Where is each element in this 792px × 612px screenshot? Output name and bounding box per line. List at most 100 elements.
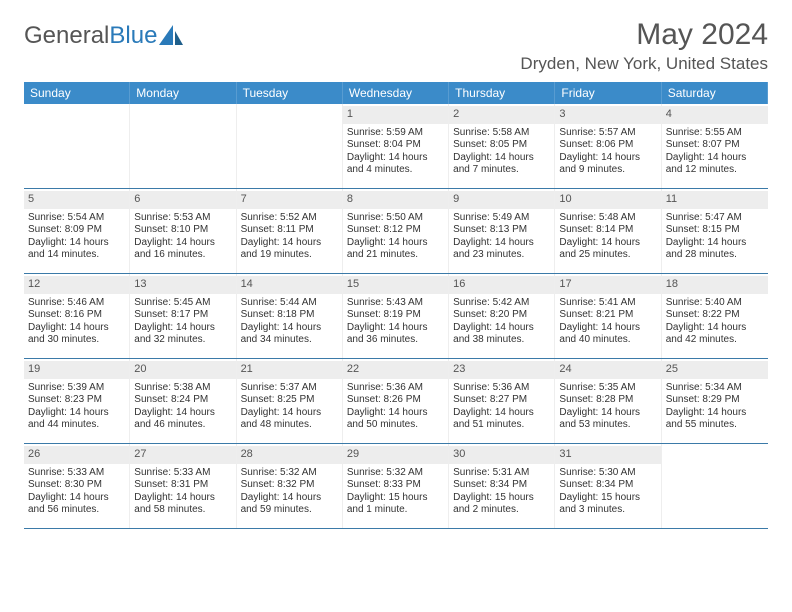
day-cell: 24Sunrise: 5:35 AMSunset: 8:28 PMDayligh… [555, 359, 661, 443]
daylight-text: Daylight: 14 hours and 46 minutes. [134, 407, 231, 432]
daylight-text: Daylight: 14 hours and 25 minutes. [559, 237, 656, 262]
sunset-text: Sunset: 8:15 PM [666, 224, 764, 237]
sunset-text: Sunset: 8:34 PM [559, 479, 656, 492]
week-row: 12Sunrise: 5:46 AMSunset: 8:16 PMDayligh… [24, 274, 768, 359]
sunrise-text: Sunrise: 5:32 AM [241, 467, 338, 480]
day-number: 26 [24, 446, 129, 464]
day-cell: 16 Sunrise: 5:42 AMSunset: 8:20 PMDayligh… [449, 274, 555, 358]
sunrise-text: Sunrise: 5:47 AM [666, 212, 764, 225]
month-title: May 2024 [520, 18, 768, 52]
daylight-text: Daylight: 14 hours and 55 minutes. [666, 407, 764, 432]
week-row: 5Sunrise: 5:54 AMSunset: 8:09 PMDaylight… [24, 189, 768, 274]
sunset-text: Sunset: 8:09 PM [28, 224, 125, 237]
day-number: 2 [449, 106, 554, 124]
sunset-text: Sunset: 8:34 PM [453, 479, 550, 492]
sunrise-text: Sunrise: 5:46 AM [28, 297, 125, 310]
day-cell [24, 104, 130, 188]
day-number: 21 [237, 361, 342, 379]
sunset-text: Sunset: 8:19 PM [347, 309, 444, 322]
sunset-text: Sunset: 8:04 PM [347, 139, 444, 152]
dow-cell: Saturday [662, 82, 768, 104]
daylight-text: Daylight: 14 hours and 51 minutes. [453, 407, 550, 432]
sunset-text: Sunset: 8:21 PM [559, 309, 656, 322]
daylight-text: Daylight: 14 hours and 28 minutes. [666, 237, 764, 262]
daylight-text: Daylight: 14 hours and 53 minutes. [559, 407, 656, 432]
day-of-week-header: SundayMondayTuesdayWednesdayThursdayFrid… [24, 82, 768, 104]
day-number: 17 [555, 276, 660, 294]
day-cell: 25Sunrise: 5:34 AMSunset: 8:29 PMDayligh… [662, 359, 768, 443]
sunset-text: Sunset: 8:07 PM [666, 139, 764, 152]
daylight-text: Daylight: 14 hours and 7 minutes. [453, 152, 550, 177]
daylight-text: Daylight: 14 hours and 38 minutes. [453, 322, 550, 347]
sunrise-text: Sunrise: 5:59 AM [347, 127, 444, 140]
daylight-text: Daylight: 14 hours and 36 minutes. [347, 322, 444, 347]
day-cell: 14Sunrise: 5:44 AMSunset: 8:18 PMDayligh… [237, 274, 343, 358]
day-cell: 17Sunrise: 5:41 AMSunset: 8:21 PMDayligh… [555, 274, 661, 358]
day-cell: 31Sunrise: 5:30 AMSunset: 8:34 PMDayligh… [555, 444, 661, 528]
day-cell: 21Sunrise: 5:37 AMSunset: 8:25 PMDayligh… [237, 359, 343, 443]
day-number: 12 [24, 276, 129, 294]
day-number: 22 [343, 361, 448, 379]
day-cell: 23Sunrise: 5:36 AMSunset: 8:27 PMDayligh… [449, 359, 555, 443]
day-number: 28 [237, 446, 342, 464]
sunset-text: Sunset: 8:10 PM [134, 224, 231, 237]
dow-cell: Sunday [24, 82, 130, 104]
sunrise-text: Sunrise: 5:33 AM [134, 467, 231, 480]
sunrise-text: Sunrise: 5:31 AM [453, 467, 550, 480]
sunset-text: Sunset: 8:23 PM [28, 394, 125, 407]
week-row: 19Sunrise: 5:39 AMSunset: 8:23 PMDayligh… [24, 359, 768, 444]
day-number: 24 [555, 361, 660, 379]
sunrise-text: Sunrise: 5:38 AM [134, 382, 231, 395]
dow-cell: Friday [555, 82, 661, 104]
sunrise-text: Sunrise: 5:58 AM [453, 127, 550, 140]
dow-cell: Wednesday [343, 82, 449, 104]
sunrise-text: Sunrise: 5:42 AM [453, 297, 550, 310]
sunset-text: Sunset: 8:31 PM [134, 479, 231, 492]
daylight-text: Daylight: 14 hours and 4 minutes. [347, 152, 444, 177]
calendar-grid: SundayMondayTuesdayWednesdayThursdayFrid… [24, 82, 768, 529]
day-number: 29 [343, 446, 448, 464]
sunset-text: Sunset: 8:12 PM [347, 224, 444, 237]
sunset-text: Sunset: 8:20 PM [453, 309, 550, 322]
day-number: 16 [449, 276, 554, 294]
sunset-text: Sunset: 8:25 PM [241, 394, 338, 407]
day-cell: 5Sunrise: 5:54 AMSunset: 8:09 PMDaylight… [24, 189, 130, 273]
week-row: 1Sunrise: 5:59 AMSunset: 8:04 PMDaylight… [24, 104, 768, 189]
day-number: 20 [130, 361, 235, 379]
day-cell: 6Sunrise: 5:53 AMSunset: 8:10 PMDaylight… [130, 189, 236, 273]
header: GeneralBlue May 2024 Dryden, New York, U… [24, 18, 768, 74]
sunrise-text: Sunrise: 5:52 AM [241, 212, 338, 225]
day-cell: 3Sunrise: 5:57 AMSunset: 8:06 PMDaylight… [555, 104, 661, 188]
daylight-text: Daylight: 15 hours and 2 minutes. [453, 492, 550, 517]
sunset-text: Sunset: 8:17 PM [134, 309, 231, 322]
sunset-text: Sunset: 8:06 PM [559, 139, 656, 152]
logo-sail-icon [159, 25, 185, 47]
sunset-text: Sunset: 8:14 PM [559, 224, 656, 237]
day-cell: 1 Sunrise: 5:59 AMSunset: 8:04 PMDaylight… [343, 104, 449, 188]
day-number: 14 [237, 276, 342, 294]
daylight-text: Daylight: 14 hours and 50 minutes. [347, 407, 444, 432]
logo-text-1: General [24, 22, 109, 50]
sunrise-text: Sunrise: 5:49 AM [453, 212, 550, 225]
day-number: 11 [662, 191, 768, 209]
sunrise-text: Sunrise: 5:40 AM [666, 297, 764, 310]
sunrise-text: Sunrise: 5:36 AM [347, 382, 444, 395]
day-cell: 29Sunrise: 5:32 AMSunset: 8:33 PMDayligh… [343, 444, 449, 528]
sunrise-text: Sunrise: 5:41 AM [559, 297, 656, 310]
sunrise-text: Sunrise: 5:33 AM [28, 467, 125, 480]
logo: GeneralBlue [24, 18, 185, 50]
day-number: 1 [343, 106, 448, 124]
day-number: 30 [449, 446, 554, 464]
day-cell: 26Sunrise: 5:33 AMSunset: 8:30 PMDayligh… [24, 444, 130, 528]
day-cell: 27Sunrise: 5:33 AMSunset: 8:31 PMDayligh… [130, 444, 236, 528]
daylight-text: Daylight: 14 hours and 59 minutes. [241, 492, 338, 517]
day-cell: 12Sunrise: 5:46 AMSunset: 8:16 PMDayligh… [24, 274, 130, 358]
sunrise-text: Sunrise: 5:36 AM [453, 382, 550, 395]
sunrise-text: Sunrise: 5:30 AM [559, 467, 656, 480]
daylight-text: Daylight: 14 hours and 56 minutes. [28, 492, 125, 517]
day-number: 15 [343, 276, 448, 294]
sunrise-text: Sunrise: 5:39 AM [28, 382, 125, 395]
daylight-text: Daylight: 14 hours and 44 minutes. [28, 407, 125, 432]
dow-cell: Thursday [449, 82, 555, 104]
sunset-text: Sunset: 8:22 PM [666, 309, 764, 322]
